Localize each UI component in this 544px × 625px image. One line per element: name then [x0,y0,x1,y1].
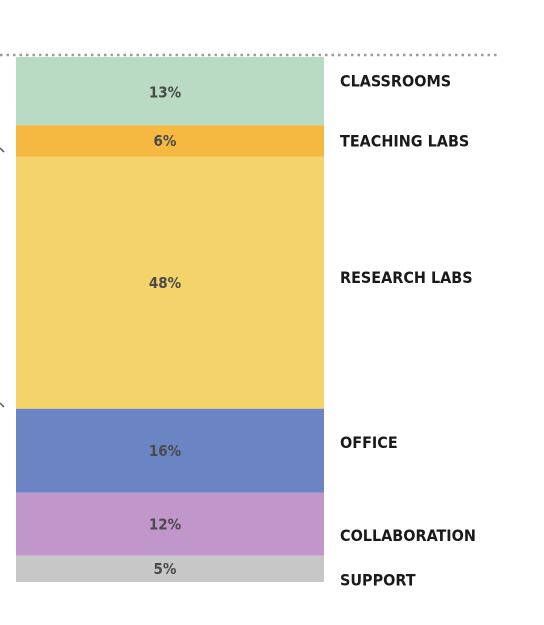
category-label: RESEARCH LABS [340,268,473,287]
value-label: 16% [149,442,182,460]
value-label: 6% [154,132,177,150]
category-label: TEACHING LABS [340,132,469,151]
left-edge-tick [0,147,5,153]
bar-segment-collaboration [16,492,324,556]
segment-value-labels: 13% 6% 48% 16% 12% 5% [149,83,182,577]
value-label: 5% [154,560,177,578]
left-edge-tick [0,402,5,408]
value-label: 48% [149,274,182,292]
value-label: 12% [149,515,182,533]
category-label: CLASSROOMS [340,71,451,90]
bar-segment-research-labs [16,156,324,409]
bar-segment-classrooms [16,57,324,126]
category-labels: CLASSROOMS TEACHING LABS RESEARCH LABS OFFI… [340,71,476,589]
bar-segment-teaching-labs [16,125,324,157]
category-label: OFFICE [340,433,398,452]
value-label: 13% [149,83,182,101]
bar-segment-support [16,555,324,582]
category-label: COLLABORATION [340,526,476,545]
bar-segment-office [16,408,324,493]
bar-segments [16,57,324,582]
category-label: SUPPORT [340,570,416,589]
